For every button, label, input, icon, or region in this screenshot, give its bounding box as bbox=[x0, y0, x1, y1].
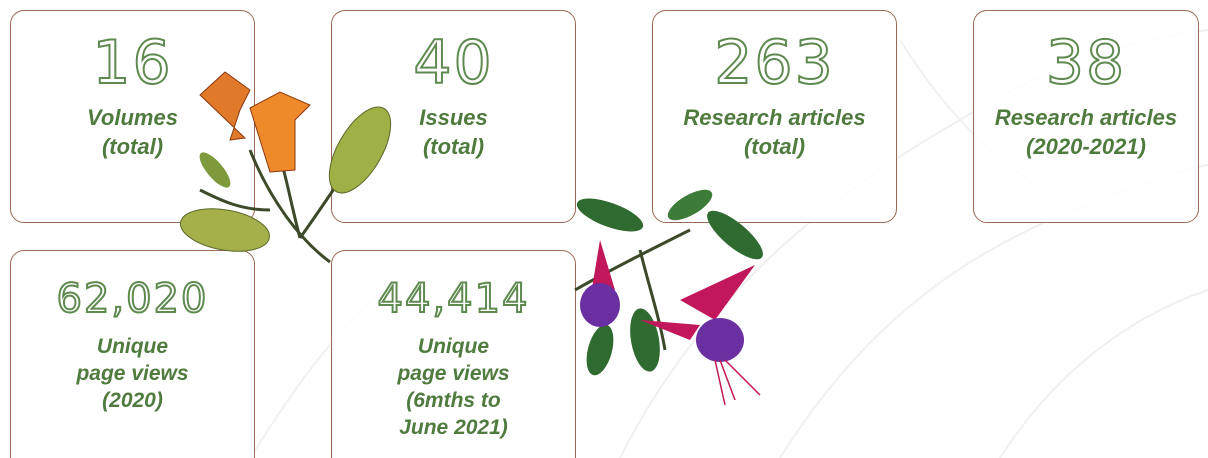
stat-number: 62,020 bbox=[11, 279, 254, 319]
stat-card: 38 Research articles(2020-2021) bbox=[973, 10, 1199, 223]
stat-label-line: Volumes bbox=[11, 103, 254, 132]
stat-label: Volumes(total) bbox=[11, 103, 254, 161]
stat-label: Issues(total) bbox=[332, 103, 575, 161]
stat-number: 44,414 bbox=[332, 279, 575, 319]
stat-label-line: (total) bbox=[11, 132, 254, 161]
stat-card: 263 Research articles(total) bbox=[652, 10, 897, 223]
page: {"stats": [ {"number": "16", "label": ["… bbox=[0, 0, 1208, 458]
stat-label-line: June 2021) bbox=[332, 414, 575, 441]
stat-label-line: Unique bbox=[11, 333, 254, 360]
stat-number: 16 bbox=[11, 33, 254, 93]
stat-label-line: (total) bbox=[653, 132, 896, 161]
stat-label-line: Issues bbox=[332, 103, 575, 132]
stat-label-line: (6mths to bbox=[332, 387, 575, 414]
stat-number: 40 bbox=[332, 33, 575, 93]
stat-number: 38 bbox=[974, 33, 1198, 93]
stat-label-line: Unique bbox=[332, 333, 575, 360]
stat-card: 16 Volumes(total) bbox=[10, 10, 255, 223]
stat-label: Research articles(total) bbox=[653, 103, 896, 161]
stat-number: 263 bbox=[653, 33, 896, 93]
stat-label-line: (2020) bbox=[11, 387, 254, 414]
stat-card: 40 Issues(total) bbox=[331, 10, 576, 223]
stat-label-line: page views bbox=[11, 360, 254, 387]
stat-label-line: (total) bbox=[332, 132, 575, 161]
stat-label-line: (2020-2021) bbox=[974, 132, 1198, 161]
stat-label-line: Research articles bbox=[974, 103, 1198, 132]
stat-label: Research articles(2020-2021) bbox=[974, 103, 1198, 161]
stat-label-line: page views bbox=[332, 360, 575, 387]
stat-label-line: Research articles bbox=[653, 103, 896, 132]
